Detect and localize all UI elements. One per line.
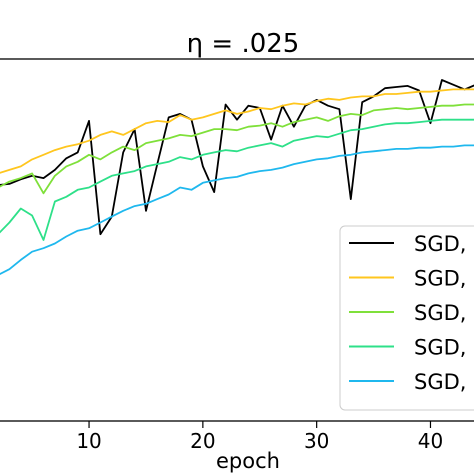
legend-label: SGD, [414,336,466,360]
series-line-2 [0,88,474,174]
x-axis: 10 20 30 40 [76,421,443,453]
series-line-4 [0,118,474,241]
series-line-1 [0,79,474,236]
chart-title: η = .025 [187,29,300,59]
series-line-5 [0,144,474,275]
legend-label: SGD, [414,370,466,394]
x-tick-label: 30 [304,429,329,453]
legend-box [339,225,474,411]
legend: SGD, SGD, SGD, SGD, SGD, [339,225,474,411]
x-tick-label: 20 [190,429,215,453]
plot-frame [0,58,474,422]
x-tick-label: 40 [418,429,443,453]
legend-label: SGD, [414,232,466,256]
x-tick-label: 10 [76,429,101,453]
x-axis-label: epoch [216,449,280,473]
series-line-3 [0,103,474,195]
legend-label: SGD, [414,267,466,291]
legend-label: SGD, [414,301,466,325]
plot-area [0,79,474,275]
